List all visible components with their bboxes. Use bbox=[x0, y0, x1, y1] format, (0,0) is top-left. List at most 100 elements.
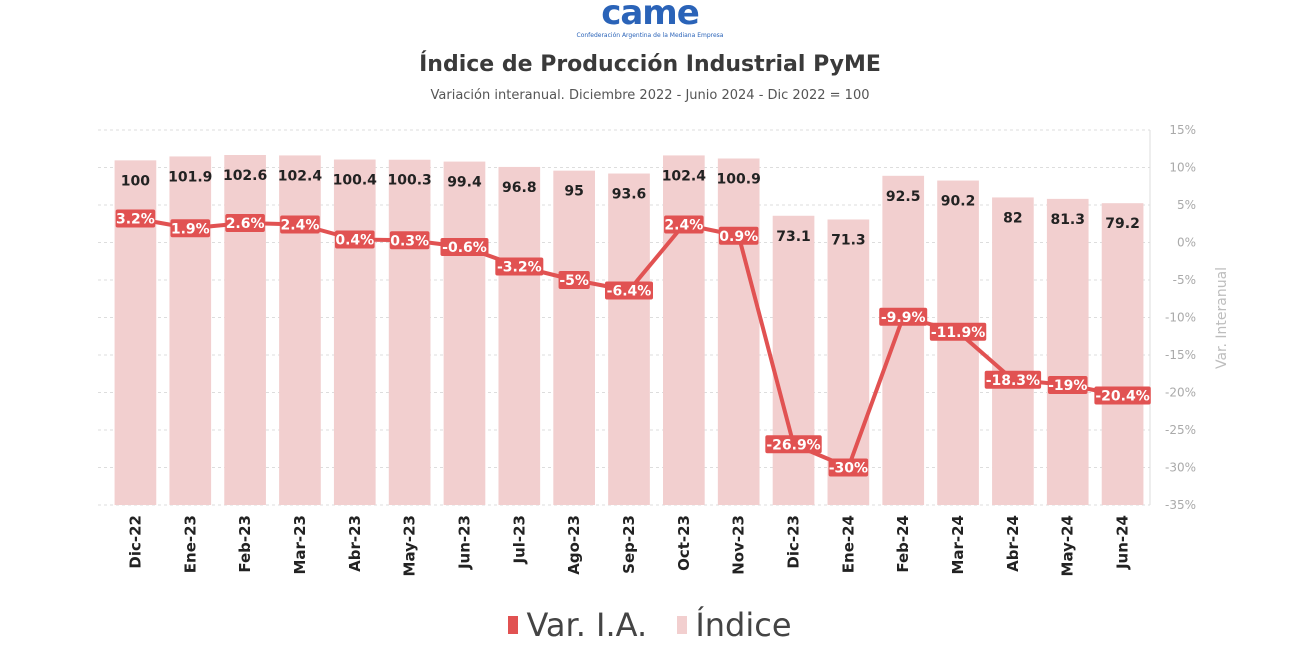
y2-axis-title: Var. Interanual bbox=[1214, 267, 1230, 369]
x-tick-label: Ene-24 bbox=[839, 515, 857, 573]
y2-tick-label: -10% bbox=[1165, 311, 1196, 325]
bar bbox=[608, 173, 650, 506]
line-value-label: -30% bbox=[829, 461, 868, 477]
legend-line-swatch bbox=[508, 616, 519, 634]
line-value-label: -3.2% bbox=[497, 260, 542, 276]
line-label-box bbox=[440, 238, 489, 256]
x-tick-label: Mar-24 bbox=[949, 515, 967, 575]
x-tick-label: Sep-23 bbox=[620, 515, 638, 574]
bar-value-label: 100.9 bbox=[717, 172, 761, 188]
bar bbox=[279, 155, 321, 506]
bar bbox=[553, 170, 595, 505]
x-tick-label: Jun-24 bbox=[1114, 515, 1132, 570]
y2-tick-label: 15% bbox=[1169, 123, 1196, 137]
line-label-box bbox=[984, 370, 1042, 389]
x-tick-label: Jul-23 bbox=[510, 515, 528, 565]
line-label-box bbox=[879, 307, 928, 326]
bar bbox=[772, 215, 815, 505]
bar-value-label: 73.1 bbox=[776, 229, 811, 245]
line-label-box bbox=[1094, 386, 1151, 405]
bar-value-label: 102.4 bbox=[278, 168, 323, 184]
x-tick-label: Dic-22 bbox=[126, 515, 144, 569]
bar bbox=[388, 159, 431, 505]
bar-value-label: 95 bbox=[564, 184, 583, 200]
came-logo: came Confederación Argentina de la Media… bbox=[560, 0, 740, 46]
x-tick-label: Abr-24 bbox=[1004, 515, 1022, 572]
line-value-label: 0.3% bbox=[390, 233, 429, 249]
chart-subtitle: Variación interanual. Diciembre 2022 - J… bbox=[430, 88, 870, 103]
line-label-box bbox=[929, 322, 987, 341]
x-tick-label: Feb-24 bbox=[894, 515, 912, 573]
bar bbox=[224, 155, 266, 505]
y2-tick-label: 0% bbox=[1177, 236, 1196, 250]
line-value-label: 3.2% bbox=[116, 212, 155, 228]
legend-item-indice[interactable]: Índice bbox=[677, 606, 792, 644]
bar-value-label: 96.8 bbox=[502, 180, 537, 196]
y2-tick-label: -35% bbox=[1165, 498, 1196, 512]
line-label-box bbox=[605, 281, 653, 300]
x-tick-label: Abr-23 bbox=[346, 515, 364, 572]
bar bbox=[882, 175, 925, 505]
y2-tick-label: 5% bbox=[1177, 198, 1196, 212]
line-value-label: -11.9% bbox=[931, 325, 985, 341]
line-label-box bbox=[334, 230, 375, 249]
y2-tick-label: -20% bbox=[1165, 386, 1196, 400]
y2-tick-label: -5% bbox=[1173, 273, 1196, 287]
bar bbox=[498, 166, 541, 505]
bar-value-label: 101.9 bbox=[168, 169, 212, 185]
x-tick-label: May-23 bbox=[401, 515, 419, 576]
line-value-label: -6.4% bbox=[607, 284, 652, 300]
legend-bar-label: Índice bbox=[695, 606, 792, 644]
line-value-label: 2.4% bbox=[281, 218, 320, 234]
x-tick-label: Mar-23 bbox=[291, 515, 309, 575]
line-value-label: -18.3% bbox=[986, 373, 1040, 389]
line-value-label: -5% bbox=[559, 273, 589, 289]
bar bbox=[1101, 203, 1144, 506]
bar-value-label: 93.6 bbox=[612, 187, 647, 203]
bar bbox=[443, 161, 486, 506]
line-label-box bbox=[664, 215, 704, 234]
bar-value-label: 82 bbox=[1003, 210, 1022, 226]
line-label-box bbox=[170, 219, 211, 238]
line-value-label: -20.4% bbox=[1095, 389, 1149, 405]
bar-value-label: 79.2 bbox=[1105, 216, 1140, 232]
chart-legend: Var. I.A. Índice bbox=[0, 606, 1300, 644]
bar-value-label: 100.3 bbox=[387, 173, 431, 189]
chart-title: Índice de Producción Industrial PyME bbox=[419, 52, 881, 77]
bar-value-label: 81.3 bbox=[1050, 212, 1085, 228]
bar bbox=[1046, 198, 1089, 506]
line-label-box bbox=[495, 257, 544, 276]
line-label-box bbox=[765, 435, 822, 454]
x-tick-label: Feb-23 bbox=[236, 515, 254, 573]
line-label-box bbox=[389, 231, 430, 250]
bar bbox=[717, 158, 760, 505]
line-value-label: -9.9% bbox=[881, 310, 926, 326]
bar bbox=[663, 155, 705, 506]
bar-value-label: 100 bbox=[121, 173, 150, 189]
line-value-label: 0.4% bbox=[335, 233, 374, 249]
bar-value-label: 71.3 bbox=[831, 232, 866, 248]
bar bbox=[169, 156, 212, 505]
line-value-label: -26.9% bbox=[766, 437, 820, 453]
legend-item-var-ia[interactable]: Var. I.A. bbox=[508, 606, 647, 644]
x-tick-label: Nov-23 bbox=[730, 515, 748, 575]
line-label-box bbox=[828, 458, 869, 477]
bar-value-label: 92.5 bbox=[886, 189, 921, 205]
logo-tagline: Confederación Argentina de la Mediana Em… bbox=[576, 32, 724, 39]
line-value-label: 2.4% bbox=[664, 218, 703, 234]
bar-value-label: 102.6 bbox=[223, 168, 267, 184]
y2-tick-label: 10% bbox=[1169, 161, 1196, 175]
x-tick-label: Oct-23 bbox=[675, 515, 693, 571]
x-tick-label: Ago-23 bbox=[565, 515, 583, 575]
bar bbox=[992, 197, 1034, 505]
line-label-box bbox=[1047, 376, 1088, 394]
line-value-label: -0.6% bbox=[442, 240, 487, 256]
line-label-box bbox=[558, 271, 590, 289]
x-tick-label: Ene-23 bbox=[181, 515, 199, 573]
logo-wordmark: came bbox=[601, 0, 700, 33]
line-label-box bbox=[280, 215, 320, 234]
bar-value-label: 99.4 bbox=[447, 175, 482, 191]
bar bbox=[827, 219, 870, 505]
bar-value-label: 102.4 bbox=[662, 168, 707, 184]
